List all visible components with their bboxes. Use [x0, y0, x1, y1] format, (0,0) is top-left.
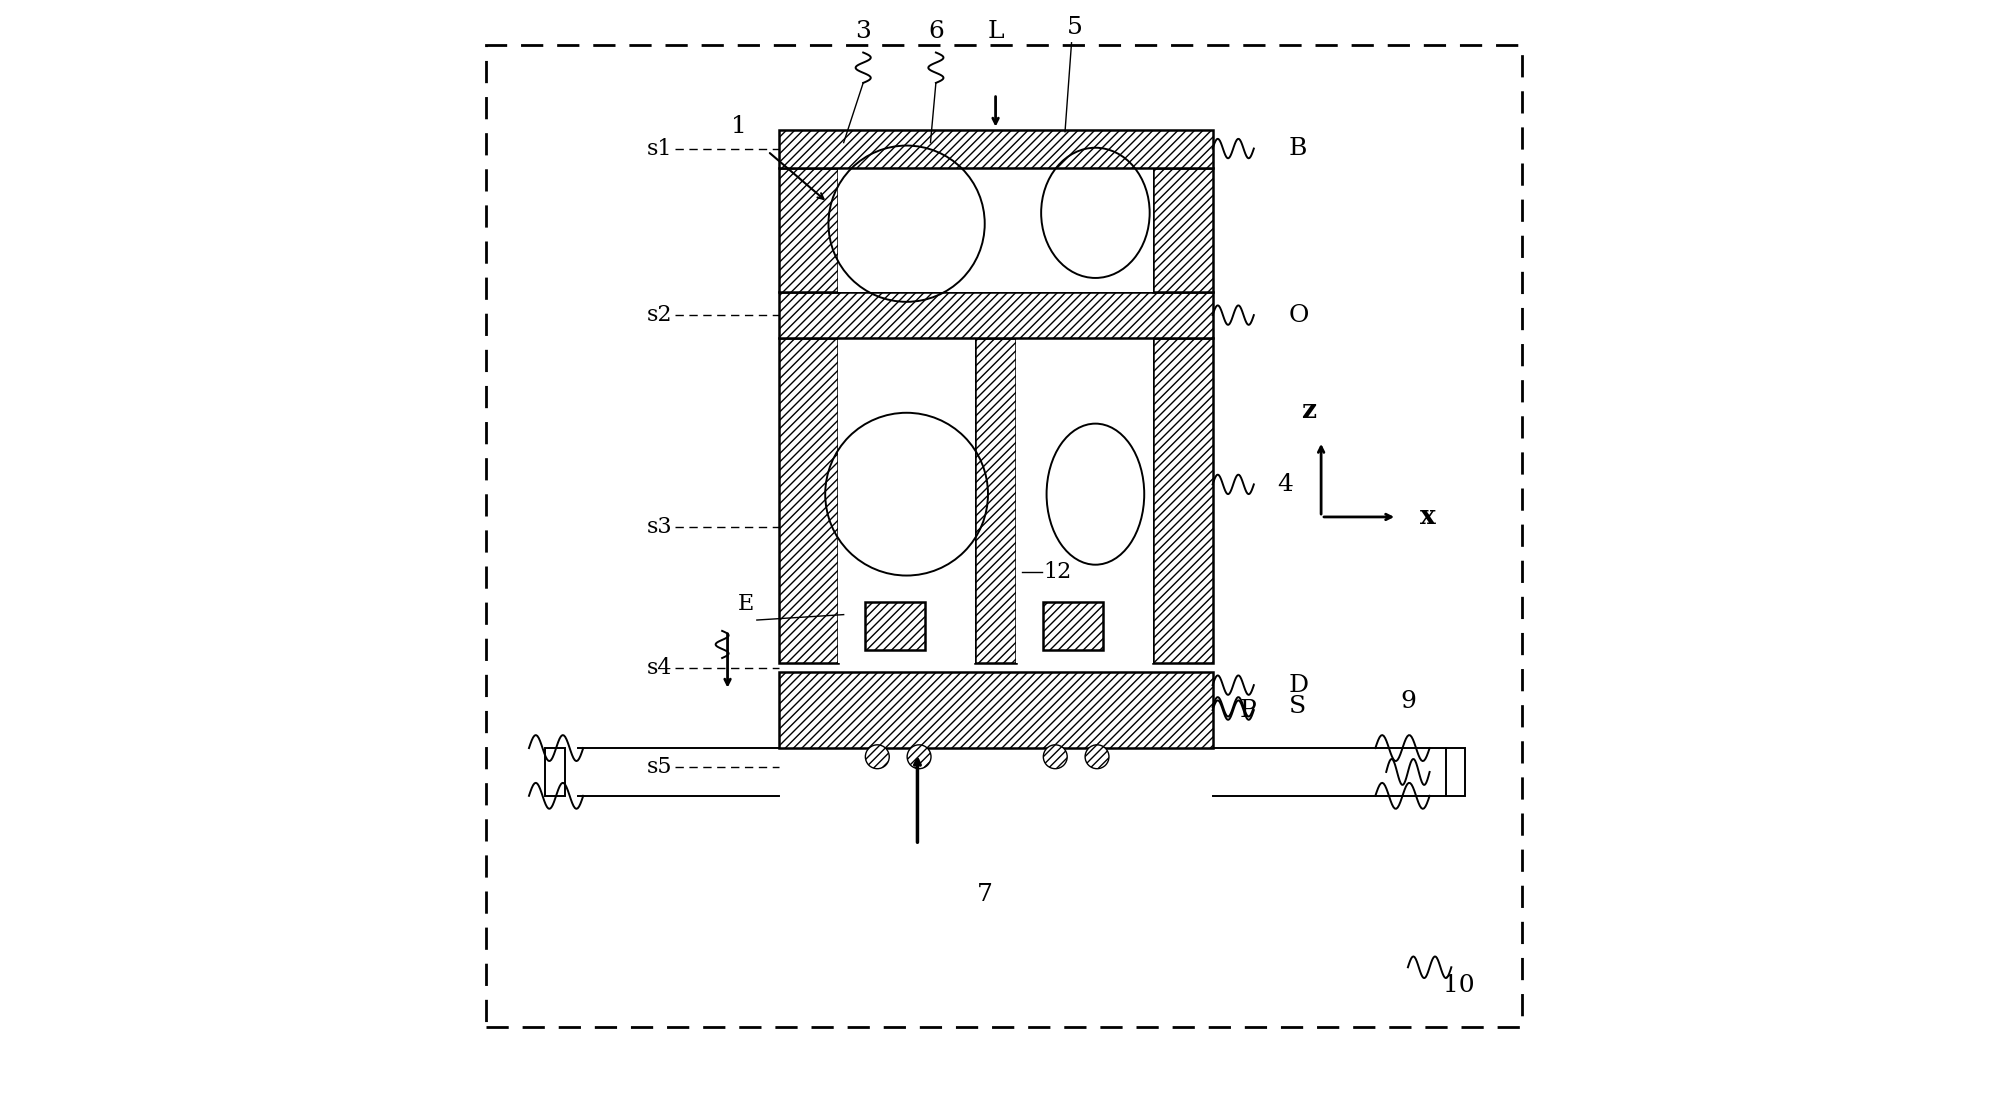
- Bar: [839, 337, 975, 664]
- Bar: [975, 337, 1017, 664]
- Bar: [865, 601, 925, 651]
- Bar: [545, 748, 565, 796]
- Text: 10: 10: [1443, 974, 1475, 997]
- Bar: [1445, 748, 1465, 796]
- Text: E: E: [739, 592, 755, 614]
- Text: 3: 3: [855, 20, 871, 43]
- Text: L: L: [987, 20, 1003, 43]
- Ellipse shape: [865, 745, 889, 768]
- Text: 5: 5: [1067, 16, 1083, 40]
- Text: 7: 7: [977, 884, 993, 906]
- Ellipse shape: [907, 745, 931, 768]
- Text: s2: s2: [647, 304, 673, 326]
- Text: 12: 12: [1043, 562, 1071, 584]
- Bar: [1017, 337, 1153, 664]
- Bar: [779, 337, 839, 664]
- Text: s4: s4: [647, 657, 673, 679]
- Ellipse shape: [1085, 745, 1109, 768]
- Text: 6: 6: [929, 20, 943, 43]
- Bar: [779, 292, 1213, 337]
- Bar: [779, 130, 1213, 167]
- Text: D: D: [1289, 674, 1309, 697]
- Text: x: x: [1419, 504, 1435, 530]
- Text: 4: 4: [1277, 473, 1293, 496]
- Text: s1: s1: [647, 137, 673, 159]
- Bar: [839, 167, 1153, 292]
- Text: O: O: [1289, 303, 1309, 326]
- Text: S: S: [1289, 696, 1305, 719]
- Text: z: z: [1301, 398, 1315, 423]
- Text: B: B: [1289, 137, 1307, 160]
- Text: P: P: [1239, 699, 1257, 722]
- Ellipse shape: [1043, 745, 1067, 768]
- Bar: [1043, 601, 1103, 651]
- Bar: [779, 673, 1213, 748]
- Bar: [1153, 337, 1213, 664]
- Bar: [1153, 167, 1213, 292]
- Text: s3: s3: [647, 515, 673, 537]
- Text: s5: s5: [647, 756, 673, 778]
- Text: 1: 1: [731, 114, 747, 137]
- Text: 9: 9: [1399, 690, 1415, 713]
- Bar: [779, 167, 839, 292]
